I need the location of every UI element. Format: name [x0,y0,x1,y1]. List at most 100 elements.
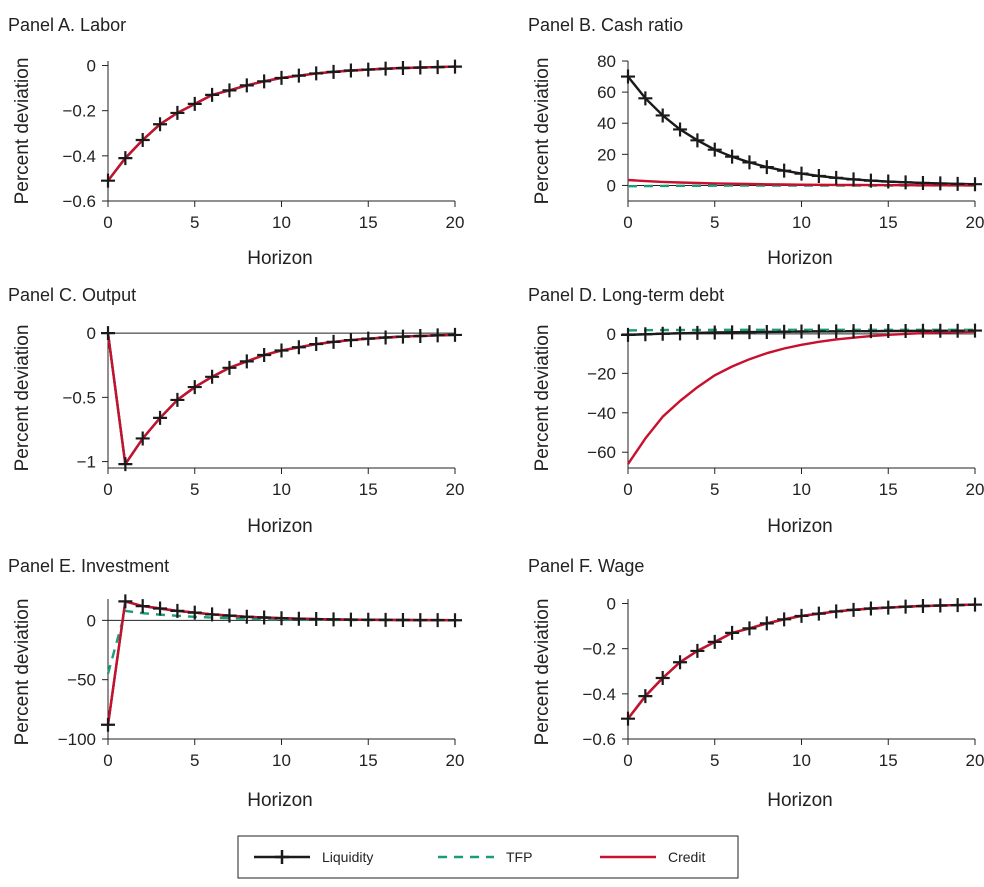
panel-c-x-tick-label: 10 [272,480,291,499]
panel-f-liquidity-marker [950,598,965,613]
panel-d-title: Panel D. Long-term debt [528,285,724,305]
panel-d-liquidity-marker [863,324,878,339]
panel-c-liquidity-marker [448,327,462,342]
panel-c-ylabel: Percent deviation [12,325,33,472]
panel-b-liquidity-marker [707,142,722,157]
panel-d-liquidity-marker [725,325,740,340]
panel-f-y-tick-label: −0.6 [582,730,616,749]
panel-b-liquidity-marker [915,175,930,190]
panel-b-y-tick-label: 40 [597,114,616,133]
panel-e-liquidity-marker [222,608,237,623]
panel-a-liquidity-marker [257,74,272,89]
panel-d-x-tick-label: 5 [710,480,719,499]
panel-a-x-tick-label: 0 [103,213,112,232]
panel-c-xlabel: Horizon [247,516,312,537]
panel-e-liquidity-marker [153,601,168,616]
panel-f-liquidity-marker [881,600,896,615]
panel-d-y-tick-label: −60 [587,443,616,462]
panel-d-xlabel: Horizon [767,516,832,537]
panel-b-credit-line [627,178,976,187]
panel-a-liquidity-marker [413,60,428,75]
panel-c: Panel C. Output Horizon Percent deviatio… [8,285,464,537]
panel-b-liquidity-marker [638,91,653,106]
panel-a-liquidity-marker [205,87,220,102]
panel-f-liquidity-marker [690,643,705,658]
panel-c-liquidity-marker [395,329,410,344]
panel-d-liquidity-marker [655,326,670,341]
panel-b-x-tick-label: 20 [966,213,984,232]
panel-d-liquidity-marker [933,323,948,338]
panel-d-liquidity-marker [742,325,757,340]
panel-c-liquidity-marker [291,340,306,355]
panel-a-liquidity-marker [448,59,462,74]
panel-e-liquidity-marker [205,607,220,622]
panel-f-liquidity-marker [655,671,670,686]
panel-b: Panel B. Cash ratio Horizon Percent devi… [528,15,984,269]
panel-c-liquidity-marker [378,330,393,345]
legend-liquidity-marker [275,850,289,864]
panel-f-liquidity-marker [777,612,792,627]
panel-f-liquidity-marker [915,599,930,613]
panel-d-liquidity-marker [690,325,705,340]
panel-b-liquidity-marker [759,160,774,175]
panel-c-liquidity-marker [309,337,324,352]
panel-b-y-tick-label: 0 [607,176,616,195]
panel-c-liquidity-marker [274,343,289,358]
panel-c-x-tick-label: 20 [446,480,465,499]
panel-f-x-tick-label: 10 [792,751,811,770]
panel-d-liquidity-marker [829,324,844,339]
panel-b-y-tick-label: 80 [597,52,616,71]
panel-f-x-tick-label: 0 [623,751,632,770]
panel-e-liquidity-marker [274,611,289,626]
panel-c-y-tick-label: −1 [77,453,96,472]
panel-c-liquidity-marker [413,328,428,343]
panel-a-y-tick-label: −0.4 [62,147,96,166]
panel-d-liquidity-marker [759,324,774,339]
panel-b-xlabel: Horizon [767,248,832,269]
panel-d-y-tick-label: −40 [587,404,616,423]
panel-a-liquidity-marker [118,151,133,166]
panel-e-x-tick-label: 10 [272,751,291,770]
panel-d-x-tick-label: 0 [623,480,632,499]
panel-f-y-tick-label: 0 [607,595,616,614]
panel-d-liquidity-marker [950,323,965,338]
panel-b-liquidity-marker [950,176,965,191]
panel-f-y-tick-label: −0.2 [582,640,616,659]
panel-e-xlabel: Horizon [247,790,312,811]
panel-e-liquidity-marker [413,613,428,628]
panel-e-liquidity-marker [118,594,133,609]
panel-d-x-tick-label: 10 [792,480,811,499]
panel-a-x-tick-label: 15 [359,213,378,232]
panel-a-ylabel: Percent deviation [12,58,33,205]
panel-c-title: Panel C. Output [8,285,136,305]
panel-b-x-tick-label: 10 [792,213,811,232]
panel-b-liquidity-marker [863,173,878,188]
panel-a-liquidity-marker [101,173,115,188]
panel-a-y-tick-label: 0 [87,57,96,76]
panel-c-liquidity-marker [326,334,341,349]
panel-e-liquidity-marker [101,717,115,732]
panel-b-liquidity-marker [881,174,896,189]
panel-f-liquidity-marker [846,602,861,617]
panel-c-x-tick-label: 5 [190,480,199,499]
panel-b-x-tick-label: 0 [623,213,632,232]
panel-d-liquidity-marker [915,323,930,338]
panel-a-x-tick-label: 10 [272,213,291,232]
panel-b-x-tick-label: 15 [879,213,898,232]
panel-a-liquidity-marker [430,60,445,75]
panel-f-liquidity-marker [759,616,774,631]
panel-a-y-tick-label: −0.6 [62,192,96,211]
panel-b-liquidity-marker [933,176,948,191]
panel-f-liquidity-marker [933,598,948,613]
panel-e-x-tick-label: 15 [359,751,378,770]
panel-e-y-tick-label: 0 [87,611,96,630]
panel-e-liquidity-marker [395,613,410,627]
panel-b-liquidity-marker [829,170,844,185]
panel-f-liquidity-marker [638,689,653,704]
panel-e-liquidity-marker [187,605,202,620]
panel-b-liquidity-marker [655,108,670,123]
panel-e-title: Panel E. Investment [8,556,169,576]
panel-a: Panel A. Labor Horizon Percent deviation… [8,15,464,269]
panel-b-liquidity-marker [898,175,913,190]
panel-c-liquidity-marker [257,347,272,362]
